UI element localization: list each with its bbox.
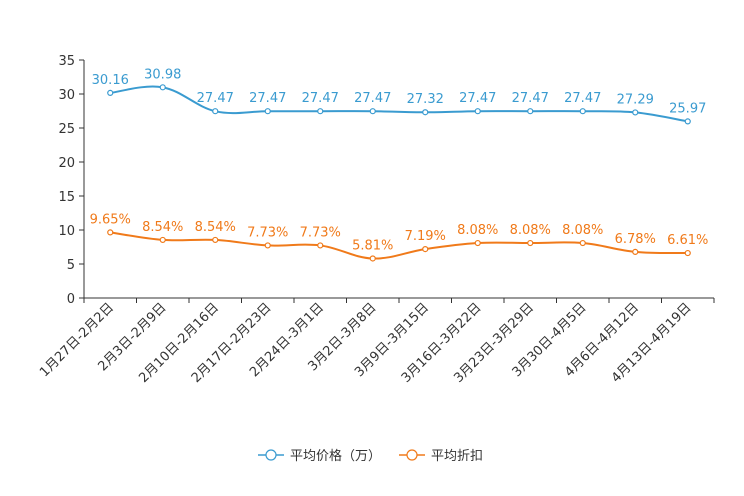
series-layer: 30.16 30.98 27.47 27.47 27.47 27.47 27.32 27.47… — [90, 67, 708, 262]
data-label: 7.19% — [405, 229, 446, 244]
y-tick-label: 25 — [58, 122, 75, 137]
data-point[interactable] — [264, 242, 271, 249]
legend-item-1[interactable]: 平均价格（万） — [258, 448, 381, 464]
legend-marker — [265, 449, 277, 461]
data-label: 7.73% — [247, 225, 288, 240]
data-point[interactable] — [212, 236, 219, 244]
data-point[interactable] — [212, 108, 219, 115]
legend-label: 平均价格（万） — [290, 448, 381, 464]
data-label: 30.16 — [92, 73, 129, 88]
data-label: 27.47 — [354, 91, 391, 106]
data-label: 8.54% — [142, 220, 183, 235]
legend-marker — [406, 449, 418, 461]
y-tick-label: 30 — [58, 88, 75, 103]
data-point[interactable] — [579, 239, 586, 247]
data-label: 30.98 — [144, 67, 181, 82]
data-label: 27.47 — [459, 91, 496, 106]
data-label: 27.32 — [407, 92, 444, 107]
data-point[interactable] — [422, 109, 429, 116]
data-point[interactable] — [159, 236, 166, 244]
series-line — [110, 231, 688, 260]
data-point[interactable] — [159, 84, 166, 91]
y-tick-label: 0 — [67, 292, 75, 307]
y-tick-label: 5 — [67, 258, 75, 273]
data-label: 8.08% — [457, 223, 498, 238]
data-point[interactable] — [317, 242, 324, 249]
series-2: 9.65% 8.54% 8.54% 7.73% 7.73% 5.81% 7.19% 8.08%… — [90, 212, 708, 262]
y-tick-label: 35 — [58, 54, 75, 69]
data-label: 8.08% — [562, 223, 603, 238]
data-point[interactable] — [579, 108, 586, 115]
data-label: 7.73% — [300, 225, 341, 240]
data-point[interactable] — [527, 239, 534, 247]
data-label: 8.08% — [510, 223, 551, 238]
data-label: 27.47 — [249, 91, 286, 106]
legend-label: 平均折扣 — [431, 449, 483, 464]
data-point[interactable] — [474, 239, 481, 247]
series-1: 30.16 30.98 27.47 27.47 27.47 27.47 27.32 27.47… — [92, 67, 706, 125]
legend-item-2[interactable]: 平均折扣 — [399, 449, 483, 464]
data-label: 27.29 — [617, 92, 654, 107]
data-point[interactable] — [474, 108, 481, 115]
data-label: 27.47 — [564, 91, 601, 106]
data-point[interactable] — [527, 108, 534, 115]
data-label: 6.61% — [667, 233, 708, 248]
data-label: 9.65% — [90, 212, 131, 227]
data-label: 27.47 — [512, 91, 549, 106]
data-point[interactable] — [107, 229, 114, 236]
y-tick-label: 20 — [58, 156, 75, 171]
y-tick-label: 15 — [58, 190, 75, 205]
data-label: 27.47 — [302, 91, 339, 106]
data-point[interactable] — [684, 118, 691, 125]
data-point[interactable] — [317, 108, 324, 115]
data-point[interactable] — [422, 246, 429, 253]
data-label: 27.47 — [197, 91, 234, 106]
data-label: 5.81% — [352, 238, 393, 253]
series-line — [110, 85, 688, 123]
data-point[interactable] — [632, 248, 639, 255]
data-point[interactable] — [369, 108, 376, 115]
y-tick-label: 10 — [58, 224, 75, 239]
data-point[interactable] — [107, 89, 114, 97]
data-label: 8.54% — [195, 220, 236, 235]
data-label: 25.97 — [669, 101, 706, 116]
data-point[interactable] — [632, 109, 639, 116]
data-point[interactable] — [369, 255, 376, 262]
data-point[interactable] — [264, 108, 271, 115]
data-point[interactable] — [684, 249, 691, 257]
data-label: 6.78% — [615, 232, 656, 247]
legend[interactable]: 平均价格（万） 平均折扣 — [258, 448, 483, 464]
